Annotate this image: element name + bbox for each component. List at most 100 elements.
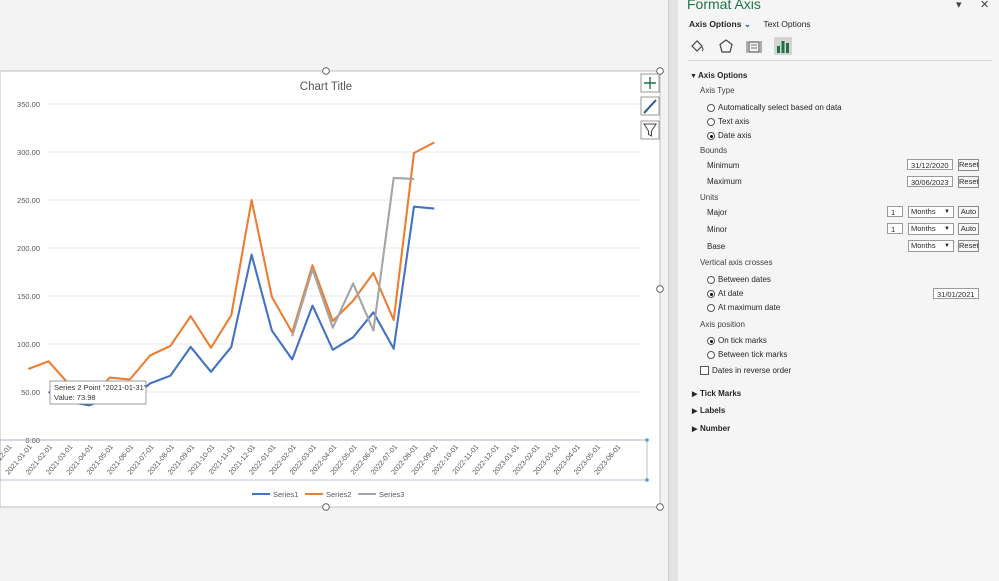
filter-icon — [643, 123, 657, 137]
radio-at-date[interactable] — [707, 290, 715, 298]
major-label: Major — [707, 208, 728, 217]
minor-unit-value: Months — [911, 224, 936, 233]
major-unit-value: Months — [911, 207, 936, 216]
size-properties-icon[interactable] — [745, 37, 763, 55]
radio-auto-select[interactable] — [707, 104, 715, 112]
axis-position-label: Axis position — [700, 320, 745, 329]
major-auto-button[interactable]: Auto — [958, 206, 979, 218]
option-text-axis[interactable]: Text axis — [718, 117, 750, 126]
option-auto-select[interactable]: Automatically select based on data — [718, 103, 842, 112]
x-axis-selection[interactable] — [0, 439, 648, 481]
legend-entry[interactable]: Series1 — [273, 490, 298, 499]
close-icon[interactable]: ✕ — [980, 0, 990, 11]
minimum-reset-button[interactable]: Reset — [958, 159, 979, 171]
series-line-series3[interactable] — [291, 176, 415, 337]
minimum-label: Minimum — [707, 161, 740, 170]
worksheet-area[interactable]: Chart Title 0.00 50.00 100.00 150.00 200.00 2… — [0, 0, 668, 581]
option-date-axis[interactable]: Date axis — [718, 131, 752, 140]
section-axis-options[interactable]: ▼Axis Options — [690, 71, 748, 80]
gridlines — [0, 103, 641, 441]
legend[interactable]: Series1 Series2 Series3 — [252, 490, 404, 499]
resize-handle[interactable] — [322, 503, 330, 511]
axis-options-icon[interactable] — [773, 37, 792, 55]
major-unit-select[interactable]: Months ▼ — [908, 206, 954, 218]
y-tick-label: 150.00 — [17, 292, 40, 301]
chart-styles-button[interactable] — [640, 96, 660, 116]
chart-filters-button[interactable] — [640, 120, 660, 140]
vertical-axis-crosses-label: Vertical axis crosses — [700, 258, 773, 267]
y-tick-label: 200.00 — [17, 244, 40, 253]
chevron-right-icon: ▶ — [692, 426, 698, 433]
y-tick-label: 250.00 — [17, 196, 40, 205]
radio-on-tick-marks[interactable] — [707, 337, 715, 345]
y-tick-label: 0.00 — [25, 436, 40, 445]
y-tick-label: 350.00 — [17, 100, 40, 109]
radio-between-dates[interactable] — [707, 276, 715, 284]
y-axis-labels[interactable]: 0.00 50.00 100.00 150.00 200.00 250.00 300.00 3… — [17, 100, 40, 445]
base-label: Base — [707, 242, 726, 251]
radio-between-tick-marks[interactable] — [707, 351, 715, 359]
effects-icon[interactable] — [717, 37, 735, 55]
checkbox-reverse-order[interactable] — [700, 366, 709, 375]
units-label: Units — [700, 193, 719, 202]
section-number[interactable]: ▶ Number — [692, 424, 731, 433]
axis-handle[interactable] — [645, 478, 649, 482]
option-at-maximum-date[interactable]: At maximum date — [718, 303, 781, 312]
plus-icon — [644, 77, 656, 89]
chart-elements-button[interactable] — [640, 73, 660, 93]
maximum-field[interactable]: 30/06/2023 — [907, 176, 953, 187]
resize-handle[interactable] — [656, 67, 664, 75]
tooltip-box — [49, 380, 147, 405]
base-unit-select[interactable]: Months ▼ — [908, 240, 954, 252]
minor-unit-select[interactable]: Months ▼ — [908, 223, 954, 235]
option-between-dates[interactable]: Between dates — [718, 275, 771, 284]
maximum-label: Maximum — [707, 177, 742, 186]
section-labels[interactable]: ▶ Labels — [692, 406, 726, 415]
option-reverse-order[interactable]: Dates in reverse order — [712, 366, 792, 375]
bounds-label: Bounds — [700, 146, 728, 155]
chevron-down-icon: ▼ — [944, 243, 950, 249]
major-value-field[interactable]: 1 — [887, 206, 903, 217]
radio-date-axis[interactable] — [707, 132, 715, 140]
pane-title: Format Axis — [687, 0, 761, 12]
chart-title[interactable]: Chart Title — [300, 81, 352, 93]
base-reset-button[interactable]: Reset — [958, 240, 979, 252]
resize-handle[interactable] — [656, 285, 664, 293]
chart-area[interactable] — [0, 70, 661, 508]
chevron-right-icon: ▶ — [692, 408, 698, 415]
tab-axis-options[interactable]: Axis Options ⌄ — [689, 19, 751, 29]
legend-entry[interactable]: Series3 — [379, 490, 404, 499]
chevron-right-icon: ▶ — [692, 391, 698, 398]
resize-handle[interactable] — [322, 67, 330, 75]
axis-handle[interactable] — [645, 438, 649, 442]
pane-splitter[interactable] — [668, 0, 678, 581]
selection-handles[interactable] — [322, 67, 664, 511]
chevron-down-icon: ▼ — [944, 226, 950, 232]
radio-at-maximum-date[interactable] — [707, 304, 715, 312]
y-tick-label: 100.00 — [17, 340, 40, 349]
tab-text-options[interactable]: Text Options — [763, 19, 811, 29]
chevron-down-icon: ▼ — [944, 209, 950, 215]
base-unit-value: Months — [911, 241, 936, 250]
tooltip: Series 2 Point "2021-01-31" Value: 73.98 — [49, 380, 147, 405]
y-tick-label: 50.00 — [21, 388, 40, 397]
section-tick-marks[interactable]: ▶ Tick Marks — [692, 389, 742, 398]
minimum-field[interactable]: 31/12/2020 — [907, 159, 953, 170]
tooltip-line2: Value: 73.98 — [54, 393, 96, 402]
legend-entry[interactable]: Series2 — [326, 490, 351, 499]
at-date-field[interactable]: 31/01/2021 — [933, 288, 979, 299]
format-axis-pane: Format Axis ▾ ✕ Axis Options ⌄ Text Opti… — [678, 0, 999, 581]
radio-text-axis[interactable] — [707, 118, 715, 126]
pane-options-icon[interactable]: ▾ — [956, 0, 962, 11]
tooltip-line1: Series 2 Point "2021-01-31" — [54, 383, 147, 392]
chart[interactable]: Chart Title 0.00 50.00 100.00 150.00 200.00 2… — [0, 0, 668, 581]
minor-label: Minor — [707, 225, 728, 234]
option-between-tick-marks[interactable]: Between tick marks — [718, 350, 788, 359]
option-at-date[interactable]: At date — [718, 289, 744, 298]
minor-value-field[interactable]: 1 — [887, 223, 903, 234]
maximum-reset-button[interactable]: Reset — [958, 176, 979, 188]
minor-auto-button[interactable]: Auto — [958, 223, 979, 235]
fill-line-icon[interactable] — [688, 37, 706, 55]
resize-handle[interactable] — [656, 503, 664, 511]
option-on-tick-marks[interactable]: On tick marks — [718, 336, 767, 345]
